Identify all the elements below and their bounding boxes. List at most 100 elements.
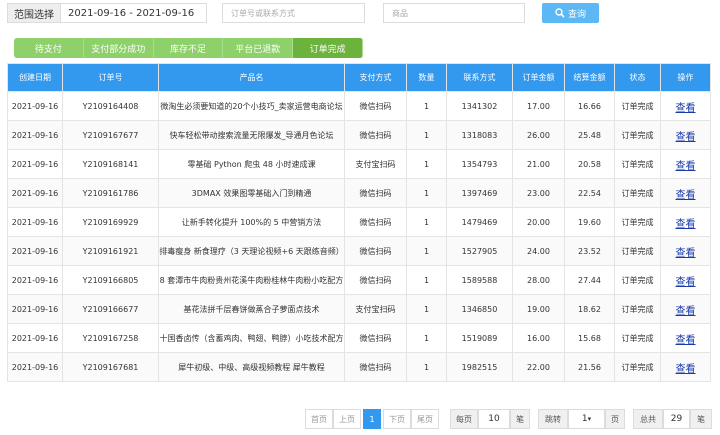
- page-current[interactable]: 1: [363, 409, 381, 429]
- masked-suffix: 8141: [118, 159, 139, 169]
- masked-prefix: 134: [461, 101, 477, 111]
- table-cell: 19.60: [564, 207, 615, 237]
- page-last[interactable]: 尾页: [411, 409, 439, 429]
- masked-prefix: 158: [461, 275, 477, 285]
- table-cell: 订单完成: [614, 265, 661, 295]
- table-cell: 支付宝扫码: [344, 149, 407, 179]
- table-cell: 1: [406, 236, 447, 266]
- table-cell: 1341302: [446, 91, 513, 121]
- table-cell: 微信扫码: [344, 236, 407, 266]
- table-cell: 17.00: [512, 91, 565, 121]
- page-per-page-unit: 笔: [510, 409, 530, 429]
- table-cell: 查看: [660, 91, 711, 121]
- tabs: 待支付 支付部分成功 库存不足 平台已退款 订单完成: [14, 38, 363, 58]
- masked-suffix: 8083: [476, 130, 498, 140]
- masked-suffix: 7469: [476, 188, 498, 198]
- view-link[interactable]: 查看: [675, 131, 696, 143]
- table-cell: 订单完成: [614, 120, 661, 150]
- table-cell: 1: [406, 149, 447, 179]
- tab[interactable]: 支付部分成功: [83, 38, 154, 58]
- view-link[interactable]: 查看: [675, 102, 696, 114]
- table-cell: 1: [406, 294, 447, 324]
- page-jump-value[interactable]: 1 ▾: [568, 409, 605, 429]
- table-cell: 20.58: [564, 149, 615, 179]
- table-cell: Y2109161921: [62, 236, 159, 266]
- view-link[interactable]: 查看: [675, 247, 696, 259]
- view-link[interactable]: 查看: [675, 160, 696, 172]
- table-cell: 1519089: [446, 323, 513, 353]
- table-cell: 21.00: [512, 149, 565, 179]
- table-cell: 订单完成: [614, 207, 661, 237]
- table-row: 2021-09-16 Y2109164408 微淘生必须要知道的20个小技巧_卖家运…: [7, 91, 711, 121]
- column-header: 结算金额: [564, 63, 615, 92]
- page-prev[interactable]: 上页: [333, 409, 361, 429]
- table-cell: 1527905: [446, 236, 513, 266]
- table-cell: 2021-09-16: [7, 91, 63, 121]
- table-cell: 微信扫码: [344, 265, 407, 295]
- masked-suffix: 7258: [118, 333, 139, 343]
- masked-prefix: Y210916: [82, 159, 119, 169]
- order-input[interactable]: 订单号或联系方式: [222, 3, 365, 23]
- column-header: 操作: [660, 63, 711, 92]
- table-cell: 订单完成: [614, 91, 661, 121]
- view-link[interactable]: 查看: [675, 305, 696, 317]
- page-first[interactable]: 首页: [305, 409, 333, 429]
- masked-prefix: 134: [461, 304, 477, 314]
- table-cell: 让新手转化提升 100%的 5 中营销方法: [158, 207, 345, 237]
- table-cell: 2021-09-16: [7, 120, 63, 150]
- range-box[interactable]: 范围选择 2021-09-16 - 2021-09-16: [7, 3, 207, 23]
- tab[interactable]: 平台已退款: [223, 38, 294, 58]
- table-cell: 订单完成: [614, 178, 661, 208]
- table-cell: 27.44: [564, 265, 615, 295]
- column-header: 订单金额: [512, 63, 565, 92]
- table-cell: 26.00: [512, 120, 565, 150]
- masked-prefix: 151: [461, 333, 477, 343]
- table-cell: 微信扫码: [344, 178, 407, 208]
- table-row: 2021-09-16 Y2109169929 让新手转化提升 100%的 5 中营销…: [7, 207, 711, 237]
- table-cell: 犀牛初级、中级、高级视频教程 犀牛教程: [158, 352, 345, 382]
- table-cell: 22.00: [512, 352, 565, 382]
- table-cell: 2021-09-16: [7, 149, 63, 179]
- view-link[interactable]: 查看: [675, 218, 696, 230]
- table-cell: 微信扫码: [344, 207, 407, 237]
- masked-prefix: Y210916: [82, 217, 119, 227]
- product-input[interactable]: 商品: [383, 3, 525, 23]
- table-cell: 查看: [660, 323, 711, 353]
- view-link[interactable]: 查看: [675, 276, 696, 288]
- table-cell: 微信扫码: [344, 91, 407, 121]
- table-cell: 查看: [660, 120, 711, 150]
- table-cell: 18.62: [564, 294, 615, 324]
- table-cell: 查看: [660, 207, 711, 237]
- masked-prefix: Y210916: [82, 333, 119, 343]
- page-next[interactable]: 下页: [383, 409, 411, 429]
- table-cell: 查看: [660, 178, 711, 208]
- table-cell: 排毒瘦身 新食理疗（3 天理论视频+6 天跟练音频）: [158, 236, 345, 266]
- table-cell: 24.00: [512, 236, 565, 266]
- table-cell: 20.00: [512, 207, 565, 237]
- table-cell: 零基础 Python 爬虫 48 小时速成课: [158, 149, 345, 179]
- dropdown-arrow: ▾: [587, 415, 592, 423]
- masked-prefix: 131: [461, 130, 477, 140]
- table-cell: 21.56: [564, 352, 615, 382]
- column-header: 数量: [406, 63, 447, 92]
- masked-prefix: Y210916: [82, 188, 119, 198]
- tab[interactable]: 待支付: [14, 38, 84, 58]
- page-per-page[interactable]: 10: [478, 409, 510, 429]
- view-link[interactable]: 查看: [675, 363, 696, 375]
- column-header: 联系方式: [446, 63, 513, 92]
- table-cell: 微信扫码: [344, 323, 407, 353]
- table-cell: 支付宝扫码: [344, 294, 407, 324]
- search-button[interactable]: 查询: [542, 3, 599, 23]
- table-cell: 16.66: [564, 91, 615, 121]
- tab[interactable]: 库存不足: [153, 38, 224, 58]
- table-cell: 1: [406, 178, 447, 208]
- masked-suffix: 9089: [476, 333, 498, 343]
- masked-suffix: 6850: [476, 304, 498, 314]
- view-link[interactable]: 查看: [675, 189, 696, 201]
- table-cell: 23.52: [564, 236, 615, 266]
- tab[interactable]: 订单完成: [293, 38, 363, 58]
- masked-suffix: 7677: [118, 130, 139, 140]
- table-cell: 1354793: [446, 149, 513, 179]
- table-cell: 快车轻松带动搜索流量无限爆发_导通月色论坛: [158, 120, 345, 150]
- view-link[interactable]: 查看: [675, 334, 696, 346]
